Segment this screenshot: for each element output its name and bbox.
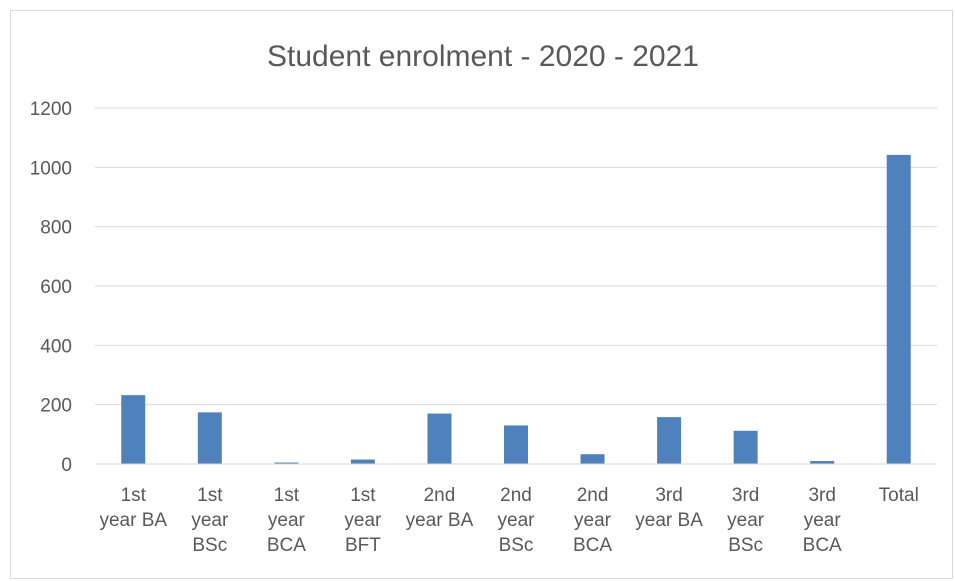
bar-2nd-year-bca	[580, 454, 605, 464]
y-tick-label: 0	[61, 455, 72, 476]
x-category-label: 1st year BSc	[191, 485, 229, 556]
x-category-label: 1st year BFT	[344, 485, 382, 556]
chart-frame	[10, 10, 953, 579]
bar-1st-year-bsc	[197, 412, 222, 464]
x-category-line: BCA	[267, 535, 306, 556]
x-category-line: BSc	[499, 535, 534, 556]
x-category-line: 3rd	[808, 485, 835, 506]
x-category-line: year	[574, 510, 612, 531]
bar-3rd-year-bca	[810, 461, 835, 464]
x-category-label: 3rd year BCA	[803, 485, 842, 556]
bar-2nd-year-ba	[427, 413, 452, 464]
y-tick-label: 1000	[30, 158, 72, 179]
x-category-line: year	[344, 510, 382, 531]
x-category-line: 1st	[350, 485, 376, 506]
bar-total	[886, 154, 911, 464]
x-category-label: 3rd year BSc	[727, 485, 765, 556]
x-category-line: 1st	[274, 485, 300, 506]
x-axis-categories: 1st year BA 1st year BSc 1st year BCA 1st year BFT…	[99, 485, 918, 556]
bar-3rd-year-bsc	[733, 430, 758, 464]
y-tick-label: 400	[40, 336, 72, 357]
x-category-line: 1st	[121, 485, 147, 506]
x-category-line: BFT	[345, 535, 381, 556]
x-category-line: year	[498, 510, 536, 531]
x-category-line: year	[804, 510, 842, 531]
x-category-line: 3rd	[655, 485, 682, 506]
x-category-label: 2nd year BA	[406, 485, 474, 531]
y-tick-label: 1200	[30, 99, 72, 120]
y-axis-ticks: 0 200 400 600 800 1000 1200	[30, 99, 72, 476]
y-tick-label: 600	[40, 277, 72, 298]
x-category-line: year BA	[635, 510, 703, 531]
bar-1st-year-bca	[274, 462, 299, 464]
x-category-line: 1st	[197, 485, 223, 506]
bars	[121, 154, 911, 464]
x-category-label: 2nd year BCA	[573, 485, 612, 556]
x-category-line: 3rd	[732, 485, 759, 506]
x-category-line: BCA	[803, 535, 842, 556]
x-category-line: 2nd	[577, 485, 609, 506]
x-category-line: year BA	[99, 510, 167, 531]
x-category-line: BSc	[728, 535, 763, 556]
x-category-label: Total	[879, 485, 919, 506]
bar-2nd-year-bsc	[504, 425, 528, 464]
x-category-label: 1st year BA	[99, 485, 167, 531]
chart-title: Student enrolment - 2020 - 2021	[267, 40, 699, 73]
x-category-line: year BA	[406, 510, 474, 531]
gridlines	[95, 107, 937, 406]
bar-1st-year-bft	[350, 459, 375, 464]
x-category-line: year	[268, 510, 306, 531]
x-category-line: year	[191, 510, 229, 531]
bar-3rd-year-ba	[657, 417, 682, 464]
x-category-line: BSc	[192, 535, 227, 556]
y-tick-label: 200	[40, 396, 72, 417]
x-category-label: 1st year BCA	[267, 485, 306, 556]
x-category-label: 2nd year BSc	[498, 485, 536, 556]
x-category-line: 2nd	[424, 485, 456, 506]
x-category-label: 3rd year BA	[635, 485, 703, 531]
y-tick-label: 800	[40, 218, 72, 239]
x-category-line: year	[727, 510, 765, 531]
x-category-line: BCA	[573, 535, 612, 556]
x-category-line: 2nd	[500, 485, 532, 506]
bar-1st-year-ba	[121, 395, 146, 464]
x-category-line: Total	[879, 485, 919, 506]
